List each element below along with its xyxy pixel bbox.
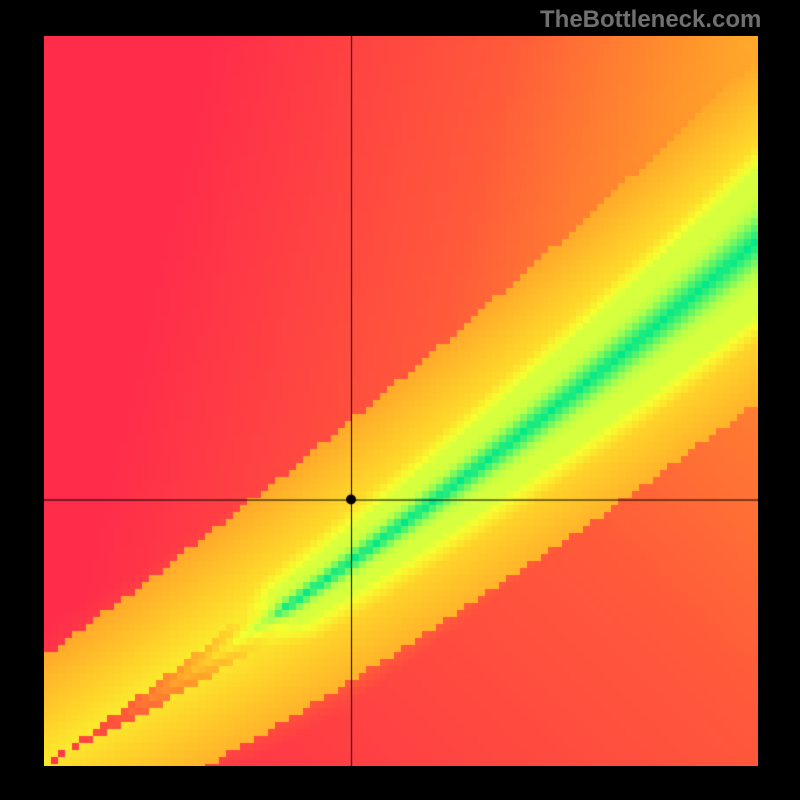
chart-container: TheBottleneck.com xyxy=(0,0,800,800)
watermark-text: TheBottleneck.com xyxy=(540,6,761,34)
bottleneck-heatmap xyxy=(44,36,758,766)
